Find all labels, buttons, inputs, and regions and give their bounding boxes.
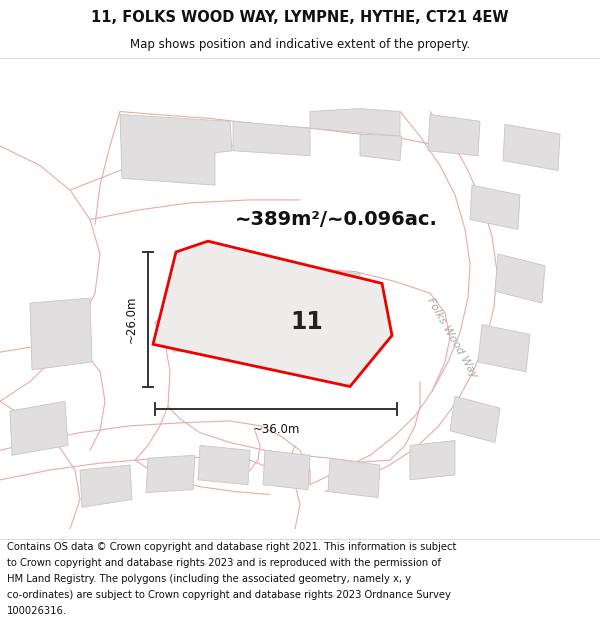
Polygon shape: [503, 124, 560, 171]
Polygon shape: [198, 446, 250, 485]
Text: co-ordinates) are subject to Crown copyright and database rights 2023 Ordnance S: co-ordinates) are subject to Crown copyr…: [7, 590, 451, 600]
Polygon shape: [30, 298, 92, 370]
Text: HM Land Registry. The polygons (including the associated geometry, namely x, y: HM Land Registry. The polygons (includin…: [7, 574, 411, 584]
Polygon shape: [495, 254, 545, 303]
Polygon shape: [153, 241, 392, 386]
Polygon shape: [428, 114, 480, 156]
Text: ~36.0m: ~36.0m: [253, 423, 299, 436]
Polygon shape: [360, 134, 402, 161]
Polygon shape: [470, 185, 520, 229]
Text: 100026316.: 100026316.: [7, 606, 67, 616]
Polygon shape: [450, 396, 500, 442]
Text: ~389m²/~0.096ac.: ~389m²/~0.096ac.: [235, 210, 438, 229]
Text: Folks Wood Way: Folks Wood Way: [425, 296, 479, 379]
Polygon shape: [263, 451, 310, 489]
Polygon shape: [478, 324, 530, 372]
Polygon shape: [308, 269, 360, 311]
Polygon shape: [233, 121, 310, 156]
Polygon shape: [328, 458, 380, 498]
Text: to Crown copyright and database rights 2023 and is reproduced with the permissio: to Crown copyright and database rights 2…: [7, 558, 441, 568]
Text: 11: 11: [290, 310, 323, 334]
Polygon shape: [220, 269, 262, 305]
Polygon shape: [120, 114, 232, 185]
Polygon shape: [80, 465, 132, 508]
Polygon shape: [173, 308, 215, 352]
Polygon shape: [146, 455, 195, 493]
Text: Contains OS data © Crown copyright and database right 2021. This information is : Contains OS data © Crown copyright and d…: [7, 542, 457, 552]
Polygon shape: [310, 109, 400, 136]
Text: ~26.0m: ~26.0m: [125, 296, 138, 343]
Text: Map shows position and indicative extent of the property.: Map shows position and indicative extent…: [130, 38, 470, 51]
Polygon shape: [410, 441, 455, 480]
Text: 11, FOLKS WOOD WAY, LYMPNE, HYTHE, CT21 4EW: 11, FOLKS WOOD WAY, LYMPNE, HYTHE, CT21 …: [91, 10, 509, 25]
Polygon shape: [10, 401, 68, 455]
